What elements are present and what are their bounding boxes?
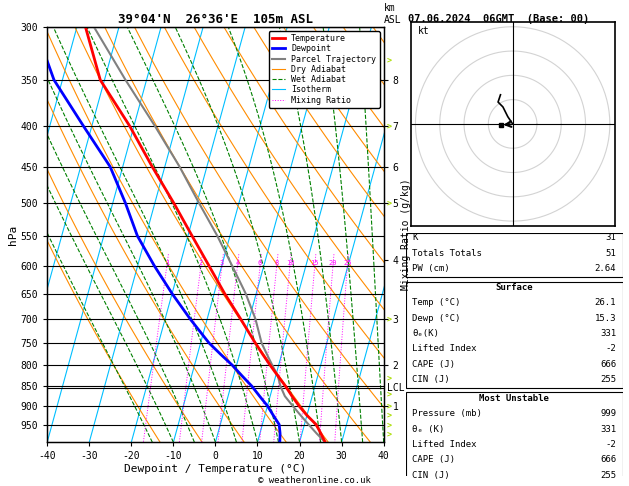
Title: 39°04'N  26°36'E  105m ASL: 39°04'N 26°36'E 105m ASL	[118, 13, 313, 26]
Text: -2: -2	[606, 344, 616, 353]
Text: >: >	[387, 390, 392, 399]
Text: 25: 25	[343, 260, 352, 266]
X-axis label: Dewpoint / Temperature (°C): Dewpoint / Temperature (°C)	[125, 464, 306, 474]
Text: 3: 3	[220, 260, 224, 266]
Text: θₑ (K): θₑ (K)	[412, 425, 445, 434]
Text: 666: 666	[600, 360, 616, 368]
Text: >: >	[387, 429, 392, 438]
Text: km
ASL: km ASL	[384, 3, 401, 25]
Text: 2.64: 2.64	[594, 264, 616, 273]
Text: © weatheronline.co.uk: © weatheronline.co.uk	[258, 476, 371, 485]
Text: >: >	[387, 55, 392, 64]
Text: CAPE (J): CAPE (J)	[412, 360, 455, 368]
Text: Temp (°C): Temp (°C)	[412, 298, 460, 307]
Text: Lifted Index: Lifted Index	[412, 440, 477, 449]
Text: 666: 666	[600, 455, 616, 464]
Text: 1: 1	[165, 260, 169, 266]
Text: Pressure (mb): Pressure (mb)	[412, 409, 482, 418]
Text: 07.06.2024  06GMT  (Base: 00): 07.06.2024 06GMT (Base: 00)	[408, 14, 589, 24]
Text: >: >	[387, 373, 392, 382]
Text: >: >	[387, 314, 392, 324]
Text: Most Unstable: Most Unstable	[479, 394, 549, 403]
Text: K: K	[412, 233, 418, 243]
Text: >: >	[387, 122, 392, 131]
Text: Dewp (°C): Dewp (°C)	[412, 313, 460, 323]
Text: Lifted Index: Lifted Index	[412, 344, 477, 353]
Y-axis label: hPa: hPa	[8, 225, 18, 244]
Text: CAPE (J): CAPE (J)	[412, 455, 455, 464]
Text: PW (cm): PW (cm)	[412, 264, 450, 273]
Text: >: >	[387, 199, 392, 208]
Text: LCL: LCL	[387, 383, 404, 393]
Text: >: >	[387, 401, 392, 410]
Text: CIN (J): CIN (J)	[412, 375, 450, 384]
Text: Totals Totals: Totals Totals	[412, 249, 482, 258]
Text: CIN (J): CIN (J)	[412, 470, 450, 480]
Text: >: >	[387, 420, 392, 429]
Text: 15.3: 15.3	[594, 313, 616, 323]
Text: 331: 331	[600, 329, 616, 338]
Text: 8: 8	[275, 260, 279, 266]
Text: 4: 4	[235, 260, 240, 266]
Text: 6: 6	[258, 260, 262, 266]
Text: 20: 20	[329, 260, 337, 266]
Text: 255: 255	[600, 470, 616, 480]
Y-axis label: Mixing Ratio (g/kg): Mixing Ratio (g/kg)	[401, 179, 411, 290]
Text: 999: 999	[600, 409, 616, 418]
Text: 331: 331	[600, 425, 616, 434]
Text: 26.1: 26.1	[594, 298, 616, 307]
Text: 255: 255	[600, 375, 616, 384]
Text: 15: 15	[311, 260, 319, 266]
Text: >: >	[387, 411, 392, 420]
Legend: Temperature, Dewpoint, Parcel Trajectory, Dry Adiabat, Wet Adiabat, Isotherm, Mi: Temperature, Dewpoint, Parcel Trajectory…	[269, 31, 379, 108]
Text: 10: 10	[286, 260, 294, 266]
Text: Surface: Surface	[496, 283, 533, 292]
Text: 2: 2	[199, 260, 203, 266]
Text: -2: -2	[606, 440, 616, 449]
Text: θₑ(K): θₑ(K)	[412, 329, 439, 338]
Text: 31: 31	[606, 233, 616, 243]
Text: kt: kt	[418, 26, 430, 36]
Text: 51: 51	[606, 249, 616, 258]
